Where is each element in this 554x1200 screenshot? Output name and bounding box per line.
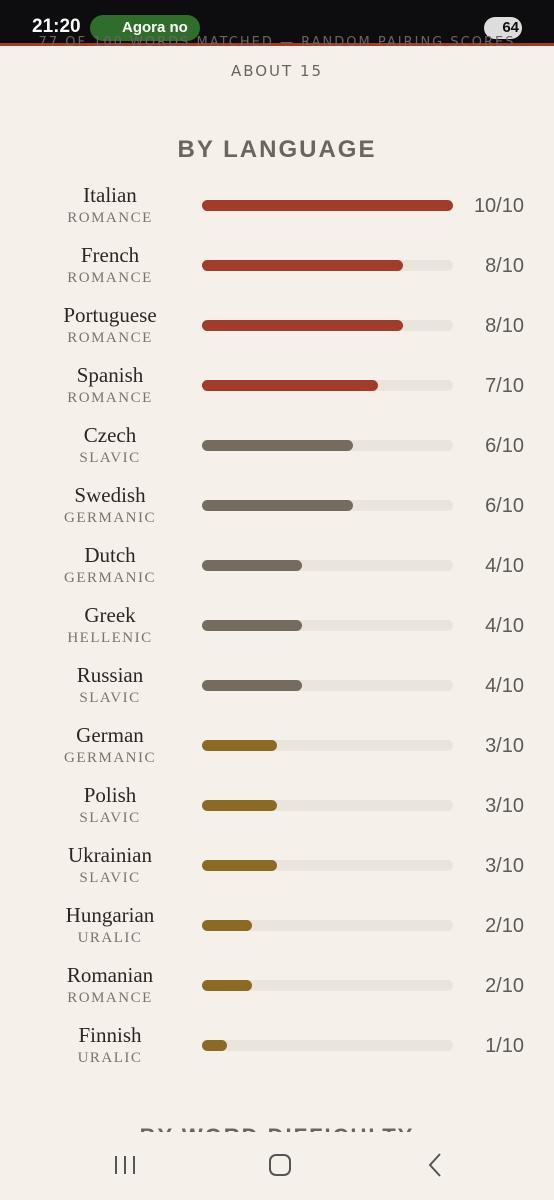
language-name: Czech xyxy=(83,423,137,447)
bar-track xyxy=(202,500,453,511)
bar-track xyxy=(202,680,453,691)
bar xyxy=(202,620,303,631)
language-family: SLAVIC xyxy=(79,870,141,886)
language-family: ROMANCE xyxy=(67,270,153,286)
language-family: ROMANCE xyxy=(67,330,153,346)
bar-track xyxy=(202,980,453,991)
bar xyxy=(202,440,353,451)
language-family: URALIC xyxy=(77,1050,143,1066)
bar xyxy=(202,200,453,211)
bar xyxy=(202,680,303,691)
score-label: 4/10 xyxy=(485,555,524,577)
language-family: SLAVIC xyxy=(79,690,141,706)
bar xyxy=(202,1040,228,1051)
language-name: Polish xyxy=(83,783,137,807)
score-label: 3/10 xyxy=(485,795,524,817)
bar-track xyxy=(202,560,453,571)
language-family: GERMANIC xyxy=(63,750,156,766)
bar xyxy=(202,320,403,331)
score-label: 10/10 xyxy=(473,195,524,217)
bar xyxy=(202,980,253,991)
summary-line: 77 OF 100 WORDS MATCHED — RANDOM PAIRING… xyxy=(38,35,516,50)
score-label: 2/10 xyxy=(485,975,524,997)
bar-track xyxy=(202,320,453,331)
language-name: German xyxy=(76,723,144,747)
status-bar: 21:20 Agora no 64 xyxy=(0,0,554,46)
section-title: BY WORD DIFFICULTY xyxy=(0,1118,554,1132)
bar-track xyxy=(202,620,453,631)
language-family: GERMANIC xyxy=(63,510,156,526)
recent-apps-button[interactable] xyxy=(115,1156,135,1174)
bar-track xyxy=(202,800,453,811)
language-name: Hungarian xyxy=(65,903,155,927)
bar xyxy=(202,380,378,391)
score-label: 6/10 xyxy=(485,435,524,457)
score-label: 4/10 xyxy=(485,615,524,637)
bar xyxy=(202,500,353,511)
language-family: URALIC xyxy=(77,930,143,946)
bar-track xyxy=(202,740,453,751)
language-family: SLAVIC xyxy=(79,450,141,466)
bar xyxy=(202,740,278,751)
language-name: Greek xyxy=(84,603,136,627)
score-label: 7/10 xyxy=(485,375,524,397)
section-title: BY LANGUAGE xyxy=(177,136,377,163)
bar-track xyxy=(202,380,453,391)
language-name: Dutch xyxy=(84,543,136,567)
score-label: 4/10 xyxy=(485,675,524,697)
language-name: Ukrainian xyxy=(68,843,152,867)
bar-track xyxy=(202,860,453,871)
bar xyxy=(202,260,403,271)
battery: 64 xyxy=(484,17,522,39)
score-label: 2/10 xyxy=(485,915,524,937)
language-name: Finnish xyxy=(78,1023,142,1047)
language-name: Romanian xyxy=(66,963,154,987)
bar-track xyxy=(202,1040,453,1051)
bar-track xyxy=(202,200,453,211)
score-label: 1/10 xyxy=(485,1035,524,1057)
bar xyxy=(202,800,278,811)
nav-bar xyxy=(0,1132,554,1200)
language-family: ROMANCE xyxy=(67,390,153,406)
bar xyxy=(202,920,253,931)
score-label: 3/10 xyxy=(485,855,524,877)
language-name: French xyxy=(80,243,140,267)
home-button[interactable] xyxy=(269,1154,291,1176)
language-name: Spanish xyxy=(76,363,144,387)
bar xyxy=(202,860,278,871)
language-family: ROMANCE xyxy=(67,210,153,226)
language-family: ROMANCE xyxy=(67,990,153,1006)
score-label: 3/10 xyxy=(485,735,524,757)
clock: 21:20 xyxy=(32,16,81,37)
score-label: 8/10 xyxy=(485,315,524,337)
language-name: Swedish xyxy=(74,483,146,507)
cast-notification[interactable]: Agora no xyxy=(90,15,200,41)
language-family: SLAVIC xyxy=(79,810,141,826)
bar-track xyxy=(202,260,453,271)
language-family: HELLENIC xyxy=(67,630,153,646)
bar-track xyxy=(202,440,453,451)
language-name: Italian xyxy=(83,183,137,207)
bar-track xyxy=(202,920,453,931)
score-label: 8/10 xyxy=(485,255,524,277)
summary-line: ABOUT 15 xyxy=(230,62,324,80)
bar xyxy=(202,560,303,571)
score-label: 6/10 xyxy=(485,495,524,517)
language-family: GERMANIC xyxy=(63,570,156,586)
back-button[interactable] xyxy=(428,1153,441,1177)
language-name: Portuguese xyxy=(63,303,157,327)
language-name: Russian xyxy=(76,663,144,687)
